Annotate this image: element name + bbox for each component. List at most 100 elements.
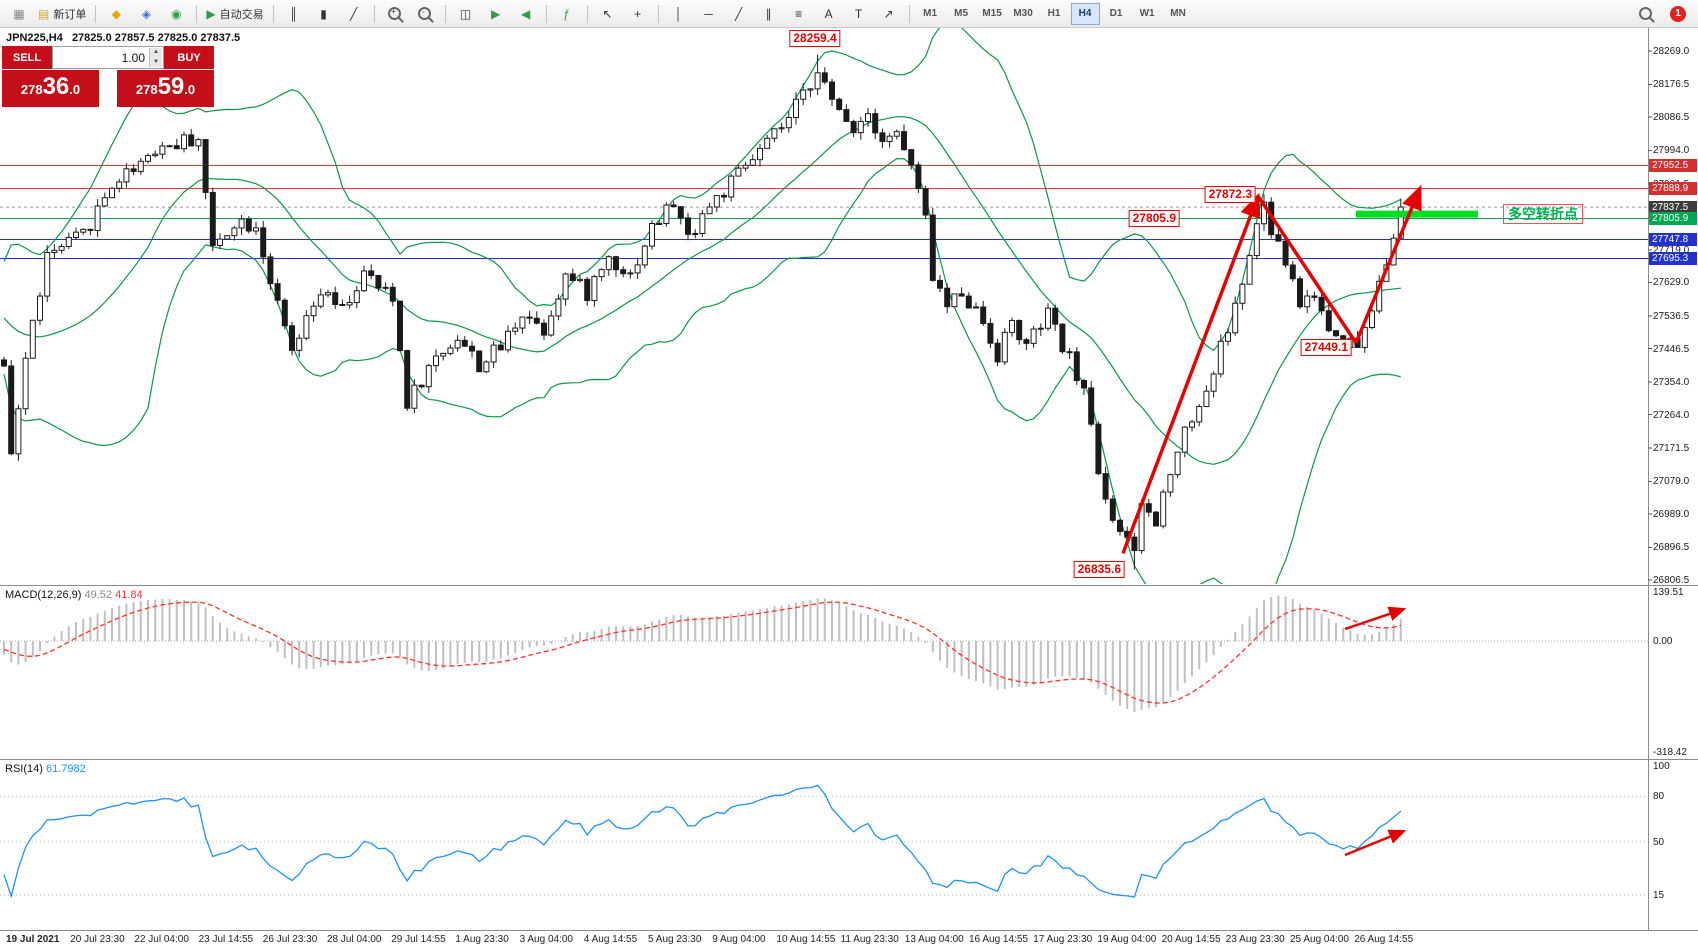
rsi-value: 61.7982: [45, 763, 86, 775]
price-axis-badge: 27805.9: [1649, 212, 1697, 225]
time-axis-label: 20 Jul 23:30: [70, 934, 125, 945]
time-axis-label: 5 Aug 23:30: [648, 934, 702, 945]
new-order-label: 新订单: [53, 8, 87, 21]
price-flag: 26835.6: [1073, 560, 1125, 578]
fibonacci-tool-button[interactable]: ≡: [785, 3, 813, 25]
sell-price-pre: 278: [20, 82, 43, 97]
cursor-tool-icon: ↖: [602, 6, 613, 21]
toolbar-separator: [272, 4, 274, 23]
line-chart-mode-icon: ╱: [349, 6, 358, 21]
horizontal-line-tool-icon: ─: [704, 6, 713, 21]
zoom-out-button[interactable]: -: [411, 3, 439, 25]
line-chart-mode-button[interactable]: ╱: [340, 3, 368, 25]
trendline-tool-button[interactable]: ╱: [725, 3, 753, 25]
data-window-button[interactable]: ◈: [132, 3, 160, 25]
timeframe-h4-button[interactable]: H4: [1070, 2, 1100, 25]
timeframe-w1-button[interactable]: W1: [1139, 8, 1155, 19]
rsi-scale-label: 100: [1653, 761, 1670, 772]
price-axis-tick: 28176.5: [1653, 79, 1690, 91]
price-flag: 28259.4: [789, 29, 841, 47]
toolbar: ▦ ▤ 新订单 ◆ ◈ ◉ ▶ 自动交易 ║ ▮ ╱ + - ◫ ▶ ◀ ƒ ↖ + │ ─ ╱ ∥ ≡ A T ↗ M1 M5 M15 M…: [0, 0, 1698, 28]
new-order-button[interactable]: ▤ 新订单: [35, 3, 89, 25]
toolbar-separator: [95, 4, 97, 23]
candlestick-mode-button[interactable]: ▮: [310, 3, 338, 25]
trendline-tool-icon: ╱: [734, 6, 743, 21]
buy-price-button[interactable]: 278 59.0: [117, 70, 214, 107]
bar-chart-mode-icon: ║: [289, 6, 298, 21]
timeframe-h1-button[interactable]: H1: [1047, 8, 1061, 19]
toolbar-right: 1: [1630, 3, 1694, 25]
timeframe-m15-button[interactable]: M15: [982, 8, 1002, 19]
ohlc-values: 27825.0 27857.5 27825.0 27837.5: [71, 32, 241, 44]
crosshair-tool-button[interactable]: +: [624, 3, 652, 25]
bar-chart-mode-button[interactable]: ║: [280, 3, 308, 25]
volume-stepper: ▲ ▼: [149, 48, 162, 67]
navigator-button[interactable]: ◉: [162, 3, 190, 25]
search-icon: [1638, 7, 1652, 20]
time-axis-label: 23 Aug 23:30: [1225, 934, 1285, 945]
indicators-list-icon: ƒ: [563, 6, 570, 21]
price-axis-tick: 26989.0: [1653, 508, 1690, 520]
autotrading-label: 自动交易: [219, 8, 264, 21]
market-watch-button[interactable]: ◆: [102, 3, 130, 25]
autotrading-icon: ▶: [206, 6, 216, 21]
price-axis-tick: 27994.0: [1653, 145, 1690, 157]
indicators-list-button[interactable]: ƒ: [553, 3, 581, 25]
sell-price-button[interactable]: 278 36.0: [2, 70, 99, 107]
volume-down-button[interactable]: ▼: [149, 57, 162, 67]
time-axis-label: 17 Aug 23:30: [1033, 934, 1093, 945]
bollinger-middle: [3, 116, 1401, 465]
toolbar-separator: [657, 4, 659, 23]
autotrading-button[interactable]: ▶ 自动交易: [203, 3, 266, 25]
buy-button[interactable]: BUY: [164, 46, 214, 69]
cursor-tool-button[interactable]: ↖: [594, 3, 622, 25]
fibonacci-tool-icon: ≡: [795, 6, 803, 21]
volume-up-button[interactable]: ▲: [149, 48, 162, 58]
buy-price-pre: 278: [135, 82, 158, 97]
macd-signal-line: [3, 601, 1401, 704]
volume-input[interactable]: 1.00 ▲ ▼: [52, 46, 164, 69]
text-tool-icon: A: [824, 6, 833, 21]
macd-scale-label: 139.51: [1653, 587, 1684, 598]
sell-price-suffix: .0: [69, 82, 81, 97]
time-axis-label: 29 Jul 14:55: [391, 934, 446, 945]
price-flag: 27872.3: [1204, 185, 1256, 203]
time-axis-label: 19 Aug 04:00: [1097, 934, 1157, 945]
timeframe-m30-button[interactable]: M30: [1013, 8, 1033, 19]
auto-scroll-button[interactable]: ▶: [482, 3, 510, 25]
price-axis-tick: 27536.5: [1653, 310, 1690, 322]
time-axis-label: 28 Jul 04:00: [327, 934, 382, 945]
notification-badge[interactable]: 1: [1670, 5, 1686, 22]
text-tool-button[interactable]: A: [815, 3, 843, 25]
label-tool-button[interactable]: T: [845, 3, 873, 25]
time-axis-label: 26 Jul 23:30: [262, 934, 318, 945]
turning-point-label: 多空转折点: [1503, 204, 1583, 225]
macd-annotation-arrow: [1344, 606, 1407, 631]
timeframe-mn-button[interactable]: MN: [1170, 8, 1186, 19]
timeframe-m5-button[interactable]: M5: [954, 8, 969, 19]
toolbar-separator: [373, 4, 375, 23]
timeframe-d1-button[interactable]: D1: [1109, 8, 1123, 19]
trade-panel-gap: [99, 70, 117, 107]
toolbar-separator: [908, 4, 910, 23]
new-chart-button[interactable]: ▦: [5, 3, 33, 25]
macd-panel: [0, 595, 1648, 713]
time-axis-label: 13 Aug 04:00: [904, 934, 964, 945]
data-window-icon: ◈: [141, 6, 151, 21]
new-chart-icon: ▦: [13, 6, 25, 21]
channel-tool-button[interactable]: ∥: [755, 3, 783, 25]
price-axis-tick: 26806.5: [1653, 575, 1690, 586]
vertical-line-tool-button[interactable]: │: [665, 3, 693, 25]
tile-windows-button[interactable]: ◫: [452, 3, 480, 25]
rsi-scale-label: 80: [1653, 791, 1665, 803]
search-button[interactable]: [1631, 3, 1659, 25]
arrow-tool-button[interactable]: ↗: [875, 3, 903, 25]
toolbar-separator: [586, 4, 588, 23]
sell-button[interactable]: SELL: [2, 46, 52, 69]
zoom-in-button[interactable]: +: [381, 3, 409, 25]
timeframe-m1-button[interactable]: M1: [923, 8, 938, 19]
bollinger-lower: [3, 158, 1401, 584]
chart-shift-button[interactable]: ◀: [512, 3, 540, 25]
horizontal-line-tool-button[interactable]: ─: [695, 3, 723, 25]
